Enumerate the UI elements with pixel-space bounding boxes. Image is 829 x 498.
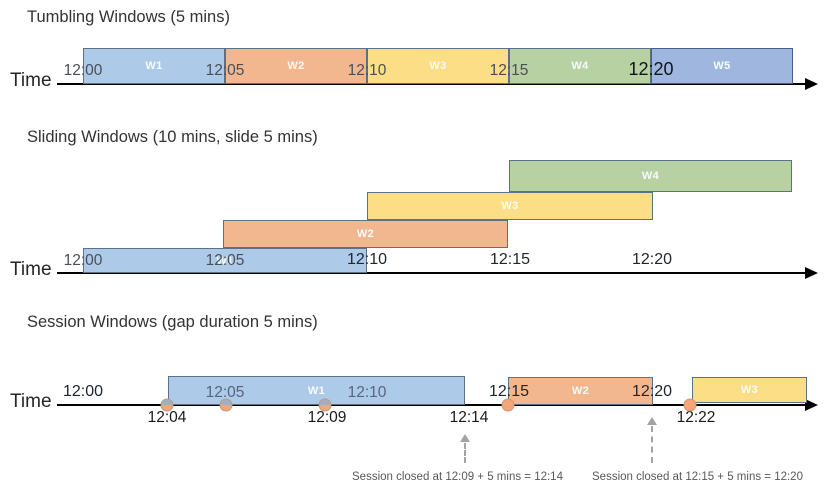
tumbling-tick-1220: 12:20 bbox=[628, 59, 674, 79]
event-dot bbox=[318, 398, 332, 412]
tumbling-window-w2: W2 bbox=[225, 48, 367, 84]
tumbling-axis-arrowhead-icon bbox=[805, 78, 818, 90]
event-dot bbox=[219, 398, 233, 412]
tumbling-window-w1: W1 bbox=[83, 48, 225, 84]
session-window-w3: W3 bbox=[692, 377, 807, 403]
tumbling-title: Tumbling Windows (5 mins) bbox=[27, 8, 230, 26]
tumbling-window-w3: W3 bbox=[367, 48, 509, 84]
callout-arrow-up-icon bbox=[460, 434, 470, 442]
window-label: W4 bbox=[571, 60, 589, 72]
window-label: W2 bbox=[356, 228, 375, 240]
session-axis-arrowhead-icon bbox=[805, 399, 818, 411]
sliding-tick-1205: 12:05 bbox=[205, 252, 245, 269]
event-label-1204: 12:04 bbox=[147, 409, 187, 426]
window-label: W1 bbox=[216, 254, 234, 267]
window-label: W2 bbox=[571, 385, 590, 397]
event-dot bbox=[501, 398, 515, 412]
callout-arrow-up-icon bbox=[647, 417, 657, 425]
sliding-axis-label: Time bbox=[10, 259, 52, 280]
sliding-tick-1220: 12:20 bbox=[631, 251, 673, 268]
event-label-1214: 12:14 bbox=[449, 409, 489, 426]
window-label: W4 bbox=[641, 170, 660, 182]
event-label-1209: 12:09 bbox=[307, 409, 347, 426]
session-tick-1220: 12:20 bbox=[631, 383, 673, 400]
sliding-tick-1200: 12:00 bbox=[63, 252, 103, 269]
sliding-tick-1210: 12:10 bbox=[346, 251, 388, 268]
sliding-window-w2: W2 bbox=[223, 220, 508, 248]
window-label: W3 bbox=[740, 384, 759, 396]
sliding-title: Sliding Windows (10 mins, slide 5 mins) bbox=[27, 128, 318, 146]
tumbling-window-w4: W4 bbox=[509, 48, 651, 84]
sliding-axis-arrowhead-icon bbox=[805, 267, 818, 279]
event-dot bbox=[160, 398, 174, 412]
sliding-time-axis bbox=[57, 272, 806, 274]
window-label: W2 bbox=[287, 60, 305, 72]
window-label: W3 bbox=[501, 200, 519, 212]
tumbling-tick-1210: 12:10 bbox=[347, 62, 387, 79]
tumbling-tick-1215: 12:15 bbox=[489, 62, 529, 79]
session-window-w2: W2 bbox=[508, 377, 653, 405]
tumbling-time-axis bbox=[57, 83, 806, 85]
event-label-1222: 12:22 bbox=[676, 409, 716, 426]
session-annotation-2: Session closed at 12:15 + 5 mins = 12:20 bbox=[592, 471, 803, 483]
event-dot bbox=[683, 398, 697, 412]
callout-arrow-line bbox=[464, 443, 466, 463]
window-label: W1 bbox=[145, 60, 163, 72]
session-window-w1: W1 bbox=[168, 376, 465, 405]
tumbling-tick-1205: 12:05 bbox=[205, 62, 245, 79]
session-tick-1205: 12:05 bbox=[205, 384, 245, 401]
session-annotation-1: Session closed at 12:09 + 5 mins = 12:14 bbox=[352, 471, 563, 483]
sliding-window-w4: W4 bbox=[509, 160, 792, 192]
session-time-axis bbox=[57, 404, 806, 406]
sliding-window-w1: W1 bbox=[83, 248, 367, 273]
window-label: W1 bbox=[307, 384, 326, 397]
tumbling-tick-1200: 12:00 bbox=[63, 62, 103, 79]
tumbling-axis-label: Time bbox=[10, 70, 52, 91]
session-tick-1210: 12:10 bbox=[347, 384, 387, 401]
session-tick-1200: 12:00 bbox=[62, 383, 104, 400]
sliding-tick-1215: 12:15 bbox=[489, 251, 531, 268]
session-tick-1215: 12:15 bbox=[488, 383, 530, 400]
callout-arrow-line bbox=[651, 426, 653, 463]
sliding-window-w3: W3 bbox=[367, 192, 653, 220]
session-axis-label: Time bbox=[10, 391, 52, 412]
tumbling-window-w5: W5 bbox=[651, 48, 793, 84]
window-label: W5 bbox=[713, 60, 731, 72]
window-label: W3 bbox=[429, 60, 447, 72]
session-title: Session Windows (gap duration 5 mins) bbox=[27, 313, 318, 331]
